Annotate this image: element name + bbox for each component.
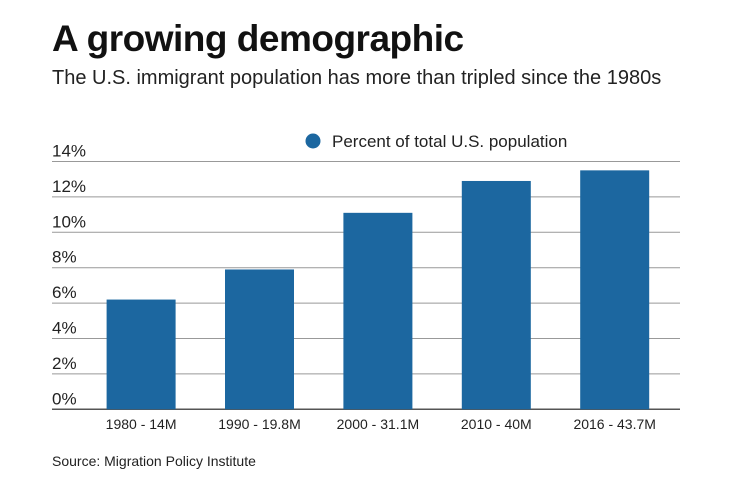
- y-tick-label: 0%: [52, 389, 77, 408]
- y-tick-label: 2%: [52, 354, 77, 373]
- source-note: Source: Migration Policy Institute: [52, 453, 256, 469]
- y-tick-label: 4%: [52, 319, 77, 338]
- y-tick-label: 10%: [52, 212, 86, 231]
- chart-title: A growing demographic: [52, 18, 464, 59]
- bar: [106, 299, 176, 410]
- legend-marker: [305, 133, 321, 149]
- y-tick-label: 8%: [52, 248, 77, 267]
- x-tick-label: 2000 - 31.1M: [337, 416, 420, 432]
- x-tick-label: 2016 - 43.7M: [573, 416, 656, 432]
- bar: [580, 170, 650, 410]
- bar: [225, 269, 294, 410]
- y-tick-label: 14%: [52, 142, 86, 161]
- chart-subtitle: The U.S. immigrant population has more t…: [52, 67, 662, 89]
- x-tick-label: 1990 - 19.8M: [218, 416, 301, 432]
- bar: [461, 180, 531, 410]
- x-tick-label: 2010 - 40M: [461, 416, 532, 432]
- x-tick-label: 1980 - 14M: [106, 416, 177, 432]
- legend-label: Percent of total U.S. population: [332, 132, 567, 151]
- y-tick-label: 6%: [52, 283, 77, 302]
- bar: [343, 212, 413, 410]
- y-tick-label: 12%: [52, 177, 86, 196]
